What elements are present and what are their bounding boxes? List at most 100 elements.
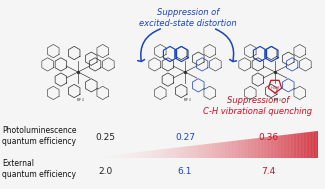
Polygon shape — [124, 154, 125, 158]
Polygon shape — [272, 136, 273, 158]
Polygon shape — [293, 134, 294, 158]
Polygon shape — [312, 132, 313, 158]
Polygon shape — [282, 135, 283, 158]
Polygon shape — [161, 149, 162, 158]
Polygon shape — [239, 140, 240, 158]
Polygon shape — [156, 150, 157, 158]
Polygon shape — [273, 136, 274, 158]
Polygon shape — [179, 147, 180, 158]
Polygon shape — [220, 143, 221, 158]
Polygon shape — [261, 138, 262, 158]
Polygon shape — [202, 145, 203, 158]
Polygon shape — [118, 154, 119, 158]
Polygon shape — [138, 152, 139, 158]
Polygon shape — [225, 142, 226, 158]
Polygon shape — [190, 146, 191, 158]
Polygon shape — [144, 151, 145, 158]
Polygon shape — [121, 154, 122, 158]
Polygon shape — [251, 139, 252, 158]
Polygon shape — [221, 142, 222, 158]
Polygon shape — [112, 155, 113, 158]
Polygon shape — [97, 157, 98, 158]
Polygon shape — [277, 136, 278, 158]
Polygon shape — [206, 144, 207, 158]
Polygon shape — [307, 132, 308, 158]
Polygon shape — [104, 156, 105, 158]
Polygon shape — [174, 148, 175, 158]
Polygon shape — [162, 149, 163, 158]
Polygon shape — [279, 136, 280, 158]
Polygon shape — [214, 143, 215, 158]
Polygon shape — [141, 152, 142, 158]
Polygon shape — [136, 152, 137, 158]
Polygon shape — [126, 153, 127, 158]
Polygon shape — [123, 154, 124, 158]
Polygon shape — [106, 156, 107, 158]
Polygon shape — [150, 151, 151, 158]
Polygon shape — [127, 153, 128, 158]
Polygon shape — [254, 138, 255, 158]
Polygon shape — [169, 148, 170, 158]
Polygon shape — [209, 144, 210, 158]
Polygon shape — [203, 144, 204, 158]
Polygon shape — [317, 131, 318, 158]
Polygon shape — [120, 154, 121, 158]
Polygon shape — [192, 146, 193, 158]
Polygon shape — [249, 139, 250, 158]
Polygon shape — [187, 146, 188, 158]
Polygon shape — [207, 144, 208, 158]
Polygon shape — [248, 139, 249, 158]
Polygon shape — [193, 146, 194, 158]
Polygon shape — [117, 154, 118, 158]
Polygon shape — [183, 147, 184, 158]
Polygon shape — [182, 147, 183, 158]
Polygon shape — [212, 143, 213, 158]
Polygon shape — [130, 153, 131, 158]
Polygon shape — [264, 137, 265, 158]
Polygon shape — [111, 155, 112, 158]
Polygon shape — [305, 132, 306, 158]
Polygon shape — [154, 150, 155, 158]
Polygon shape — [299, 133, 300, 158]
Polygon shape — [310, 132, 311, 158]
Polygon shape — [166, 149, 167, 158]
Polygon shape — [289, 134, 290, 158]
Polygon shape — [122, 154, 123, 158]
Polygon shape — [274, 136, 275, 158]
Polygon shape — [276, 136, 277, 158]
Polygon shape — [260, 138, 261, 158]
Polygon shape — [132, 153, 133, 158]
Polygon shape — [105, 156, 106, 158]
Polygon shape — [294, 134, 295, 158]
Polygon shape — [204, 144, 205, 158]
Polygon shape — [95, 157, 96, 158]
Polygon shape — [253, 139, 254, 158]
Polygon shape — [227, 142, 228, 158]
Polygon shape — [210, 144, 211, 158]
Polygon shape — [233, 141, 234, 158]
Polygon shape — [172, 148, 173, 158]
Polygon shape — [92, 157, 93, 158]
Text: Photoluminescence
quantum efficiency: Photoluminescence quantum efficiency — [2, 126, 76, 146]
Polygon shape — [134, 153, 135, 158]
Polygon shape — [245, 139, 246, 158]
Polygon shape — [102, 156, 103, 158]
Polygon shape — [241, 140, 242, 158]
Text: Suppression of
C-H vibrational quenching: Suppression of C-H vibrational quenching — [203, 96, 313, 116]
Polygon shape — [155, 150, 156, 158]
Polygon shape — [288, 134, 289, 158]
Polygon shape — [300, 133, 301, 158]
Polygon shape — [113, 155, 114, 158]
Polygon shape — [275, 136, 276, 158]
Polygon shape — [110, 155, 111, 158]
Polygon shape — [284, 135, 285, 158]
Polygon shape — [303, 133, 304, 158]
Polygon shape — [313, 132, 314, 158]
Polygon shape — [163, 149, 164, 158]
Polygon shape — [208, 144, 209, 158]
Polygon shape — [173, 148, 174, 158]
Polygon shape — [158, 150, 159, 158]
Polygon shape — [283, 135, 284, 158]
Polygon shape — [199, 145, 200, 158]
Polygon shape — [314, 131, 315, 158]
